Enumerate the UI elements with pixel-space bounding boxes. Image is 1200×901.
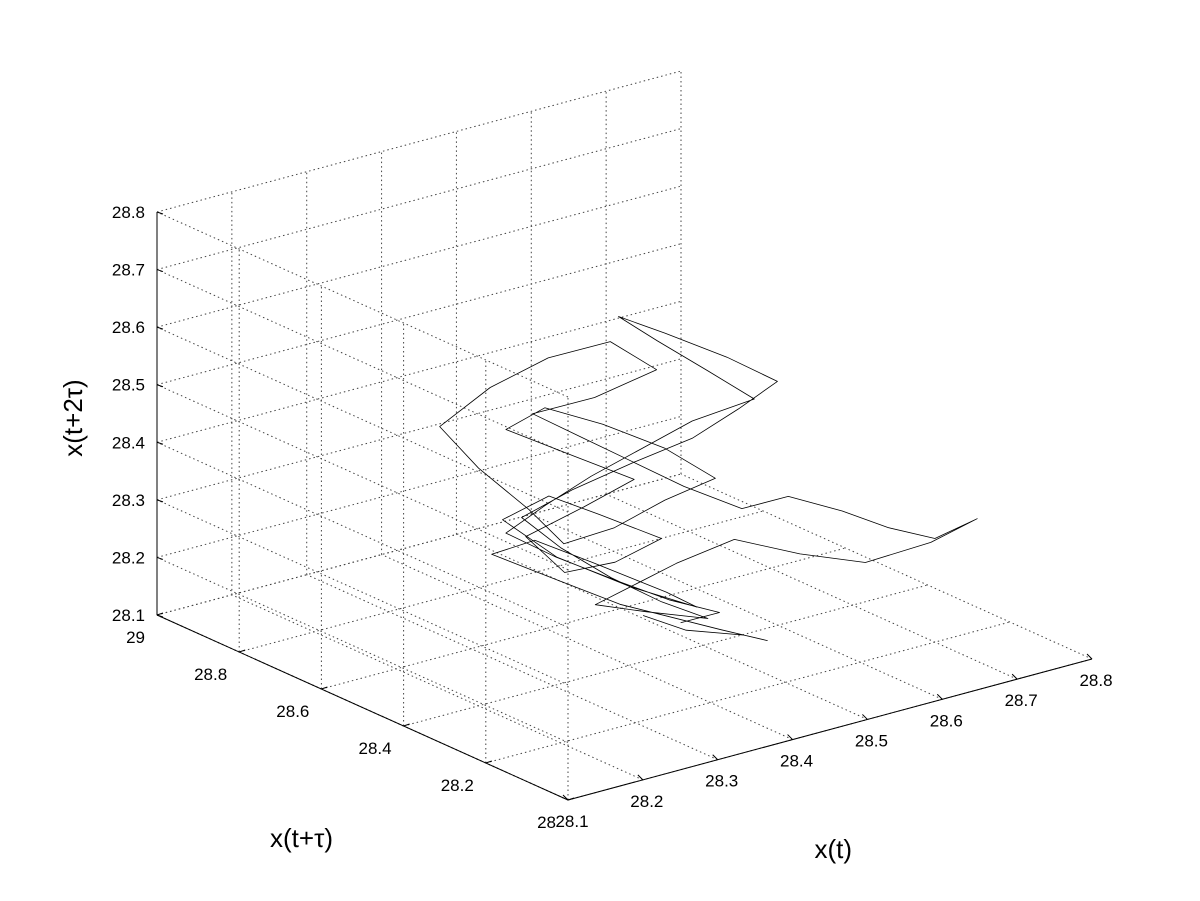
z-tick-mark (156, 211, 164, 215)
side-wall-gridline-z (156, 326, 569, 513)
y-tick-label: 28.6 (276, 702, 309, 721)
z-tick-label: 28.7 (112, 261, 145, 280)
y-tick-mark (321, 686, 328, 690)
x-tick-mark (1011, 673, 1018, 680)
floor-gridline-x (605, 493, 1018, 680)
x-tick-mark (637, 774, 644, 781)
y-tick-label: 28.4 (359, 739, 392, 758)
y-axis-title: x(t+τ) (270, 823, 333, 853)
back-wall-gridline-z (156, 358, 682, 501)
floor-gridline-x (680, 473, 1093, 660)
floor-gridline-y (321, 547, 846, 690)
side-wall-gridline-z (156, 211, 569, 398)
y-tick-mark (567, 797, 575, 801)
z-tick-mark (156, 499, 164, 503)
back-wall-gridline-z (156, 128, 682, 271)
side-wall-gridline-z (156, 499, 569, 686)
side-wall-gridline-z (156, 269, 569, 456)
back-wall-gridline-z (156, 415, 682, 558)
z-tick-label: 28.4 (112, 433, 145, 452)
back-wall-gridline-z (156, 70, 682, 213)
z-tick-mark (156, 441, 164, 445)
y-tick-mark (485, 760, 492, 764)
grid-layer (156, 70, 1093, 801)
x-tick-label: 28.5 (855, 731, 888, 750)
y-tick-mark (239, 649, 246, 653)
x-tick-label: 28.8 (1079, 671, 1112, 690)
tick-labels: 28.1 28.2 28.3 28.4 28.5 28.6 28.7 28.8 28 28.2 28… (112, 203, 1113, 832)
x-axis-line (567, 658, 1093, 801)
z-tick-label: 28.8 (112, 203, 145, 222)
back-wall-gridline-z (156, 243, 682, 386)
y-tick-label: 28 (537, 813, 556, 832)
floor-gridline-y (485, 621, 1010, 764)
floor-gridline-x (531, 513, 943, 700)
z-tick-mark (156, 384, 164, 388)
y-axis-line (156, 614, 569, 801)
side-wall-gridline-z (156, 556, 569, 743)
trajectory-line (439, 316, 978, 641)
floor-gridline-y (403, 584, 928, 727)
y-tick-label: 28.2 (441, 776, 474, 795)
x-tick-label: 28.6 (930, 711, 963, 730)
x-tick-mark (712, 754, 719, 761)
x-tick-label: 28.2 (630, 792, 663, 811)
x-tick-mark (936, 693, 943, 700)
z-axis-title: x(t+2τ) (58, 379, 88, 456)
floor-gridline-x (456, 533, 868, 720)
axes-layer (156, 211, 1093, 801)
floor-gridline-x (231, 594, 644, 781)
x-tick-mark (1086, 653, 1093, 660)
z-tick-mark (156, 326, 164, 330)
y-tick-mark (156, 612, 164, 616)
floor-gridline-x (381, 554, 793, 741)
z-tick-label: 28.3 (112, 491, 145, 510)
back-wall-gridline-z (156, 473, 682, 616)
y-tick-label: 29 (126, 628, 145, 647)
x-tick-label: 28.3 (705, 772, 738, 791)
z-tick-mark (156, 614, 164, 618)
z-tick-label: 28.5 (112, 376, 145, 395)
z-tick-mark (156, 269, 164, 273)
x-tick-label: 28.7 (1005, 691, 1038, 710)
x-tick-label: 28.1 (555, 812, 588, 831)
side-wall-gridline-z (156, 441, 569, 628)
z-tick-label: 28.1 (112, 606, 145, 625)
x-tick-mark (787, 734, 793, 740)
trajectory-layer (439, 316, 978, 641)
side-wall-gridline-z (156, 384, 569, 571)
x-tick-label: 28.4 (780, 752, 813, 771)
z-tick-label: 28.6 (112, 318, 145, 337)
floor-gridline-y (239, 510, 764, 653)
back-wall-gridline-z (156, 300, 682, 443)
x-tick-mark (562, 794, 569, 801)
z-tick-label: 28.2 (112, 548, 145, 567)
z-tick-mark (156, 556, 164, 560)
y-tick-mark (403, 723, 410, 727)
floor-gridline-x (306, 574, 718, 761)
x-axis-title: x(t) (814, 834, 852, 864)
y-tick-label: 28.8 (194, 665, 227, 684)
back-wall-gridline-z (156, 185, 682, 328)
x-tick-mark (862, 714, 868, 720)
